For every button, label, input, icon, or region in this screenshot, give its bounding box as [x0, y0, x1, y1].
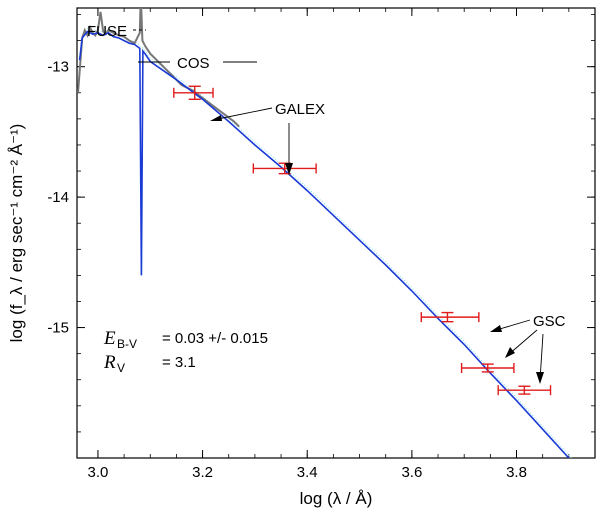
observed-spectrum-line	[77, 8, 240, 128]
galex-arrow-1	[212, 107, 273, 121]
ebv-symbol: E	[103, 328, 116, 349]
model-spectrum-line	[78, 30, 570, 458]
gsc-arrowhead-3	[536, 372, 544, 384]
rv-symbol: R	[103, 352, 116, 373]
photometry-point	[497, 385, 552, 396]
galex-label: GALEX	[275, 101, 325, 118]
rv-value: = 3.1	[162, 354, 196, 371]
y-axis-label: log (f_λ / erg sec⁻¹ cm⁻² Å⁻¹)	[7, 124, 26, 343]
gsc-arrowhead-1	[490, 325, 502, 332]
ebv-subscript: B-V	[117, 337, 137, 351]
photometry-points	[173, 85, 552, 396]
photometry-point	[252, 162, 317, 175]
x-tick-label: 3.6	[401, 464, 422, 481]
x-tick-label: 3.8	[506, 464, 527, 481]
ebv-value: = 0.03 +/- 0.015	[162, 330, 268, 347]
fuse-label: FUSE	[87, 23, 127, 40]
annotation-arrows	[133, 29, 544, 381]
x-tick-label: 3.2	[192, 464, 213, 481]
cos-label: COS	[177, 55, 210, 72]
galex-arrowhead-2	[285, 163, 293, 175]
y-tick-label: -15	[47, 320, 69, 337]
rv-subscript: V	[117, 361, 125, 375]
arrow-heads	[210, 115, 544, 384]
x-tick-label: 3.0	[87, 464, 108, 481]
x-tick-label: 3.4	[297, 464, 318, 481]
photometry-point	[460, 363, 515, 373]
plot-frame	[76, 7, 596, 459]
gsc-label: GSC	[533, 313, 566, 330]
model-uncertainty-line	[79, 27, 573, 458]
spectrum-series	[77, 8, 573, 458]
axis-ticks: 3.0 3.2 3.4 3.6 3.8 -13 -14 -15	[47, 8, 596, 481]
photometry-point	[420, 311, 480, 323]
y-tick-label: -13	[47, 59, 69, 76]
x-axis-label: log (λ / Å)	[300, 489, 373, 508]
photometry-point	[173, 85, 214, 101]
galex-arrowhead-1	[210, 115, 222, 121]
y-tick-label: -14	[47, 189, 69, 206]
gsc-arrowhead-2	[505, 347, 515, 358]
